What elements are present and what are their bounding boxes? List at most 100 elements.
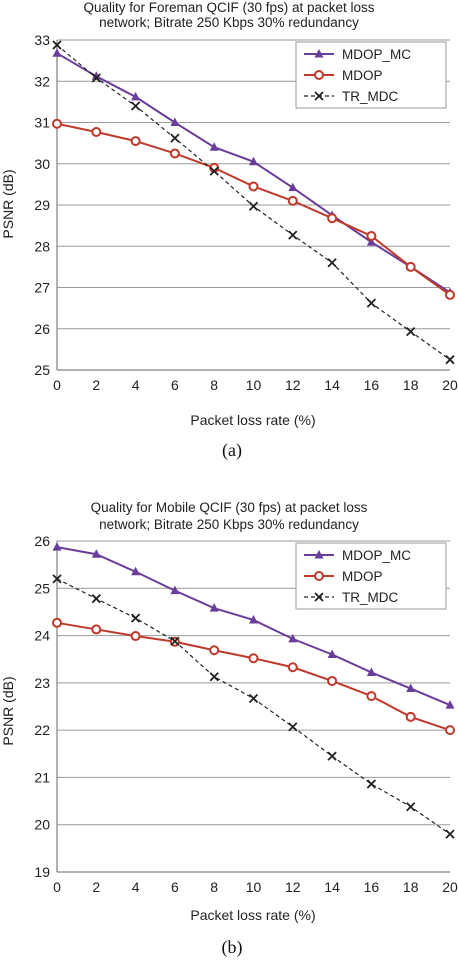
x-tick-label: 16 xyxy=(364,879,380,895)
y-tick-label: 29 xyxy=(34,197,50,213)
x-tick-label: 20 xyxy=(442,377,458,393)
data-point xyxy=(91,624,102,635)
data-point xyxy=(170,585,180,595)
x-axis-label: Packet loss rate (%) xyxy=(190,412,315,428)
y-tick-label: 32 xyxy=(34,73,50,89)
legend-marker xyxy=(314,70,324,80)
legend-label: MDOP xyxy=(342,569,383,584)
y-tick-label: 25 xyxy=(34,580,50,596)
data-point xyxy=(445,289,455,300)
x-tick-label: 4 xyxy=(132,879,140,895)
legend: MDOP_MC MDOP TR_MDC xyxy=(295,41,447,109)
data-point xyxy=(130,613,141,623)
y-tick-label: 25 xyxy=(34,362,50,378)
data-point xyxy=(52,617,62,628)
plot-area: 25 26 27 28 29 30 31 32 33 0 2 4 6 8 10 12 14 16 18 20 MDOP_… xyxy=(34,32,458,393)
x-tick-label: 0 xyxy=(53,377,61,393)
data-point xyxy=(406,327,416,337)
x-tick-label: 18 xyxy=(403,377,419,393)
x-tick-label: 2 xyxy=(92,879,100,895)
x-tick-label: 14 xyxy=(324,377,340,393)
chart-b: Quality for Mobile QCIF (30 fps) at pack… xyxy=(0,500,458,958)
data-point xyxy=(248,693,259,704)
x-tick-label: 6 xyxy=(171,879,179,895)
y-tick-label: 23 xyxy=(34,675,50,691)
x-tick-label: 2 xyxy=(92,377,100,393)
x-tick-label: 10 xyxy=(246,377,262,393)
y-tick-label: 26 xyxy=(34,533,50,549)
data-point xyxy=(445,829,455,839)
data-point xyxy=(406,683,416,693)
data-point xyxy=(445,355,455,365)
data-point xyxy=(366,298,377,308)
legend-label: MDOP_MC xyxy=(342,548,411,563)
x-tick-label: 12 xyxy=(285,879,301,895)
data-point xyxy=(248,653,259,664)
legend-label: TR_MDC xyxy=(342,89,398,104)
chart-title-line-1: Quality for Foreman QCIF (30 fps) at pac… xyxy=(83,0,374,15)
legend-marker xyxy=(314,550,324,559)
data-point xyxy=(288,230,298,240)
data-point xyxy=(366,667,376,676)
data-point xyxy=(287,195,298,206)
y-tick-label: 28 xyxy=(34,238,50,254)
data-point xyxy=(209,142,219,151)
x-tick-label: 0 xyxy=(53,879,61,895)
data-point xyxy=(288,722,298,732)
data-point xyxy=(169,148,180,159)
x-tick-label: 12 xyxy=(285,377,301,393)
legend-marker xyxy=(314,571,324,581)
data-point xyxy=(130,631,141,642)
data-point xyxy=(131,566,141,576)
data-point xyxy=(327,213,338,224)
x-tick-label: 10 xyxy=(246,879,262,895)
legend-label: MDOP xyxy=(342,68,383,83)
data-point xyxy=(209,645,220,656)
data-point xyxy=(52,118,62,129)
chart-title-line-1: Quality for Mobile QCIF (30 fps) at pack… xyxy=(91,500,368,515)
y-tick-label: 27 xyxy=(34,280,50,296)
data-point xyxy=(287,662,298,673)
legend-marker xyxy=(314,49,324,58)
data-point xyxy=(52,40,62,50)
data-point xyxy=(327,751,337,761)
x-tick-label: 20 xyxy=(442,879,458,895)
data-point xyxy=(170,117,180,126)
data-point xyxy=(52,542,62,551)
y-tick-label: 26 xyxy=(34,321,50,337)
data-point xyxy=(52,48,62,57)
data-point xyxy=(91,549,101,558)
data-point xyxy=(170,133,180,143)
data-point xyxy=(91,73,101,83)
data-point xyxy=(170,636,180,646)
y-axis-label: PSNR (dB) xyxy=(0,169,16,238)
x-tick-label: 16 xyxy=(364,377,380,393)
x-tick-label: 18 xyxy=(403,879,419,895)
data-point xyxy=(406,802,416,812)
y-tick-label: 31 xyxy=(34,115,50,131)
y-tick-label: 24 xyxy=(34,628,50,644)
y-tick-label: 20 xyxy=(34,817,50,833)
chart-title-line-2: network; Bitrate 250 Kbps 30% redundancy xyxy=(99,15,359,30)
data-point xyxy=(249,156,258,166)
x-axis-label: Packet loss rate (%) xyxy=(190,907,315,923)
legend: MDOP_MC MDOP TR_MDC xyxy=(295,542,447,610)
y-axis-label: PSNR (dB) xyxy=(0,676,16,745)
data-point xyxy=(366,779,377,789)
data-point xyxy=(288,182,298,192)
chart-title-line-2: network; Bitrate 250 Kbps 30% redundancy xyxy=(99,517,359,532)
data-point xyxy=(288,633,298,643)
data-point xyxy=(209,672,219,682)
data-point xyxy=(405,261,416,272)
data-point xyxy=(445,725,455,736)
data-point xyxy=(248,181,259,192)
chart-a: Quality for Foreman QCIF (30 fps) at pac… xyxy=(0,0,458,461)
figure-caption: (a) xyxy=(222,440,242,461)
y-tick-label: 22 xyxy=(34,722,50,738)
data-point xyxy=(130,101,141,111)
y-tick-label: 19 xyxy=(34,864,50,880)
series-line-mdop xyxy=(56,621,451,732)
data-point xyxy=(52,574,62,584)
x-tick-label: 8 xyxy=(210,879,218,895)
